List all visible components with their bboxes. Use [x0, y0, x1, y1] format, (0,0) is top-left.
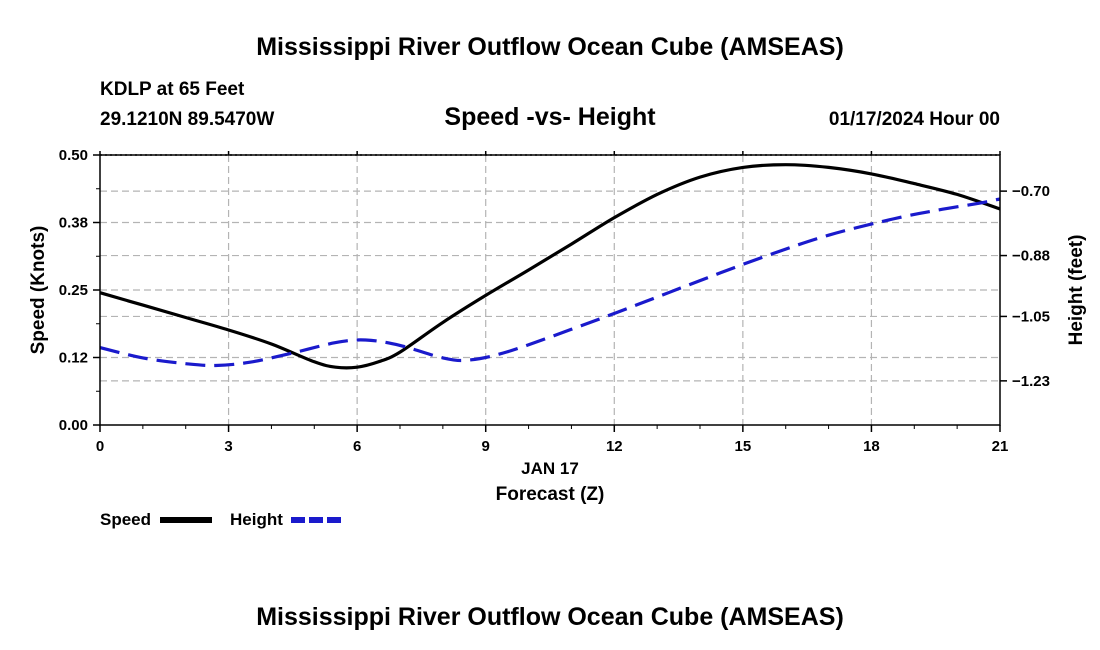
x-tick-label: 9	[482, 438, 490, 455]
left-tick-label: 0.25	[59, 282, 88, 299]
series-line-height	[99, 197, 1001, 368]
x-tick-label: 3	[224, 438, 232, 455]
date-label: JAN 17	[521, 459, 579, 478]
x-axis-label: Forecast (Z)	[496, 484, 605, 505]
datetime-label: 01/17/2024 Hour 00	[829, 109, 1000, 130]
x-tick-label: 18	[863, 438, 880, 455]
left-tick-label: 0.12	[59, 350, 88, 367]
footer-title: Mississippi River Outflow Ocean Cube (AM…	[256, 603, 844, 631]
series-layer	[99, 163, 1001, 370]
right-tick-label: −1.23	[1012, 373, 1050, 390]
legend-height-label: Height	[230, 510, 283, 529]
x-tick-label: 15	[735, 438, 752, 455]
left-tick-label: 0.50	[59, 147, 88, 164]
right-axis-label: Height (feet)	[1066, 235, 1087, 346]
x-tick-label: 6	[353, 438, 361, 455]
chart-title: Speed -vs- Height	[444, 103, 656, 131]
station-label: KDLP at 65 Feet	[100, 79, 245, 100]
right-tick-label: −0.70	[1012, 183, 1050, 200]
x-tick-label: 0	[96, 438, 104, 455]
left-tick-label: 0.00	[59, 417, 88, 434]
series-line-speed	[99, 163, 1001, 370]
right-tick-label: −1.05	[1012, 308, 1050, 325]
x-tick-label: 21	[992, 438, 1009, 455]
left-tick-label: 0.38	[59, 215, 88, 232]
legend-speed-label: Speed	[100, 510, 151, 529]
page-title: Mississippi River Outflow Ocean Cube (AM…	[256, 33, 844, 61]
grid	[100, 154, 1000, 425]
left-axis-label: Speed (Knots)	[28, 226, 49, 355]
axes: 0 3 6 9 12 15 18 21 0.00 0.12 0.25 0.38 0.50 −0.70 −0.…	[59, 147, 1050, 455]
x-tick-label: 12	[606, 438, 623, 455]
legend: Speed Height	[100, 510, 343, 529]
right-tick-label: −0.88	[1012, 248, 1050, 265]
coordinates-label: 29.1210N 89.5470W	[100, 109, 274, 130]
